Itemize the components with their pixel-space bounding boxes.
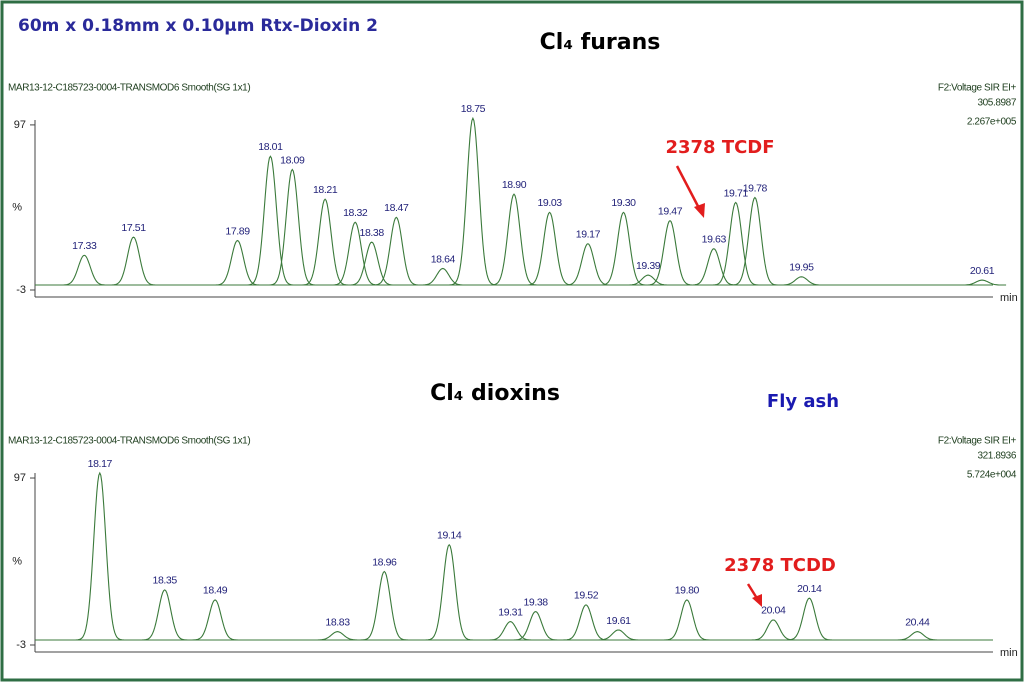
y-tick-label: -3: [16, 284, 26, 296]
peak-label: 19.38: [523, 596, 548, 608]
peak: [331, 221, 380, 286]
annotation: 2378 TCDD: [724, 555, 836, 576]
peak: [777, 276, 826, 286]
peak-label: 19.52: [574, 590, 599, 602]
header-left: MAR13-12-C185723-0004-TRANSMOD6 Smooth(S…: [8, 83, 250, 94]
peak: [525, 211, 574, 286]
peak-label: 18.75: [461, 103, 486, 115]
peak-label: 19.03: [537, 197, 562, 209]
page-title: 60m x 0.18mm x 0.10µm Rtx-Dioxin 2: [18, 16, 378, 36]
peak-label: 19.17: [576, 229, 601, 241]
peak: [372, 216, 421, 286]
x-axis-label: min: [1000, 292, 1018, 304]
peak-label: 19.78: [743, 182, 768, 194]
header-right: 5.724e+004: [967, 470, 1017, 481]
annotation: 2378 TCDF: [665, 137, 774, 158]
arrow: [675, 165, 703, 213]
peak: [511, 611, 560, 641]
peak-label: 20.14: [797, 583, 822, 595]
peak-label: 18.38: [360, 227, 385, 239]
arrow-head: [752, 594, 762, 607]
peak: [301, 198, 350, 286]
y-tick-label: 97: [14, 472, 26, 484]
peak-label: 17.51: [121, 222, 146, 234]
peak-label: 19.30: [611, 197, 636, 209]
peak-label: 19.39: [636, 260, 661, 272]
x-axis-label: min: [1000, 647, 1018, 659]
peak: [418, 267, 467, 286]
peak: [486, 621, 535, 641]
peak-label: 19.47: [658, 205, 683, 217]
peak-label: 18.83: [325, 616, 350, 628]
peak: [246, 155, 295, 286]
peak-label: 20.44: [905, 616, 930, 628]
peak: [425, 543, 474, 641]
y-axis-label: %: [12, 201, 22, 213]
peak-label: 18.01: [258, 141, 283, 153]
peak-label: 19.31: [498, 606, 523, 618]
arrow-head: [694, 203, 705, 218]
peak: [785, 597, 834, 641]
peak: [448, 116, 497, 286]
peak: [594, 629, 643, 641]
peak-label: 18.90: [502, 179, 527, 191]
peak-label: 18.96: [372, 556, 397, 568]
peak: [347, 241, 396, 286]
peak: [490, 193, 538, 286]
peak: [689, 248, 738, 286]
peak-label: 19.14: [437, 530, 462, 542]
peak-label: 20.61: [970, 265, 995, 277]
header-right: F2:Voltage SIR EI+: [938, 83, 1017, 94]
header-right: F2:Voltage SIR EI+: [938, 436, 1017, 447]
peak-label: 17.33: [72, 240, 97, 252]
chart-title: Cl₄ dioxins: [430, 381, 560, 406]
peak: [662, 599, 711, 641]
peak: [360, 570, 409, 641]
peak: [109, 236, 158, 286]
peak: [711, 201, 760, 286]
annotation: Fly ash: [767, 391, 839, 412]
peak: [599, 211, 648, 286]
peak: [75, 471, 124, 641]
peak: [893, 631, 942, 641]
peak-label: 18.64: [431, 253, 456, 265]
header-right: 321.8936: [977, 451, 1016, 462]
peak-label: 18.35: [153, 575, 178, 587]
y-tick-label: 97: [14, 119, 26, 131]
peak: [563, 243, 612, 286]
peak-label: 18.09: [280, 154, 305, 166]
chart-title: Cl₄ furans: [540, 30, 661, 55]
peak: [562, 604, 610, 641]
peak-label: 20.04: [761, 605, 786, 617]
peak-label: 18.49: [203, 585, 228, 597]
peak: [958, 279, 1007, 286]
peak: [140, 589, 189, 641]
peak-label: 19.63: [702, 234, 727, 246]
peak-label: 18.47: [384, 202, 409, 214]
peak: [60, 254, 109, 286]
header-left: MAR13-12-C185723-0004-TRANSMOD6 Smooth(S…: [8, 436, 250, 447]
peak: [268, 168, 317, 286]
peak: [313, 631, 362, 641]
peak: [730, 196, 779, 286]
y-tick-label: -3: [16, 639, 26, 651]
peak-label: 19.95: [789, 262, 814, 274]
peak-label: 18.17: [88, 458, 113, 470]
y-axis-label: %: [12, 555, 22, 567]
peak: [213, 239, 262, 286]
peak-label: 19.71: [724, 187, 749, 199]
peak-label: 19.61: [606, 615, 631, 627]
peak-label: 18.21: [313, 184, 338, 196]
peak-label: 19.80: [675, 585, 700, 597]
header-right: 305.8987: [977, 98, 1016, 109]
peak-label: 18.32: [343, 207, 368, 219]
header-right: 2.267e+005: [967, 117, 1017, 128]
peak-label: 17.89: [225, 225, 250, 237]
peak: [191, 599, 240, 641]
peak: [646, 219, 694, 286]
peak: [624, 274, 673, 286]
